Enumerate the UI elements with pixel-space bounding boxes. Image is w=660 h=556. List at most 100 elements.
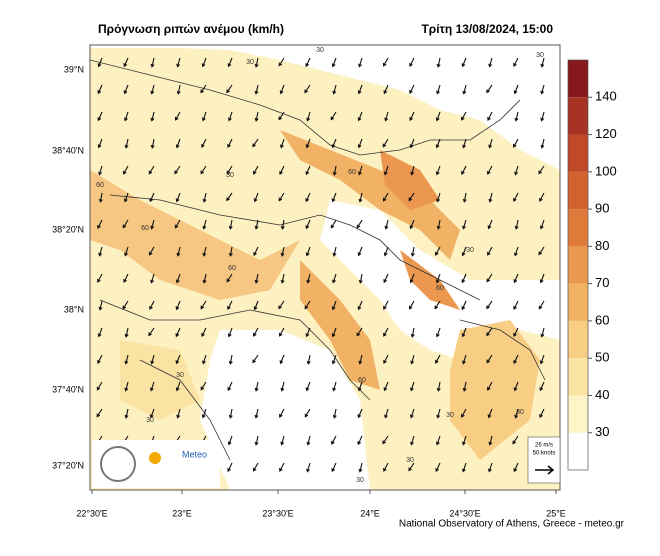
wind-arrow [150, 273, 155, 284]
wind-arrow [122, 300, 129, 310]
wind-arrow [174, 219, 181, 229]
contour-label: 60 [358, 377, 366, 384]
wind-arrow [252, 462, 259, 472]
wind-arrow [358, 354, 363, 365]
wind-arrow [514, 219, 519, 230]
wind-arrow [227, 57, 233, 68]
wind-arrow [304, 84, 311, 94]
wind-arrow [435, 165, 441, 176]
wind-arrow [488, 435, 493, 446]
wind-arrow [252, 354, 259, 364]
wind-arrow [383, 327, 389, 337]
longitude-label: 22°30'E [76, 508, 107, 518]
wind-arrow [174, 165, 181, 175]
sea [90, 45, 560, 170]
wind-arrow [486, 354, 493, 364]
wind-arrow [201, 138, 207, 148]
wind-arrow [227, 300, 233, 310]
map-datetime: Τρίτη 13/08/2024, 15:00 [421, 22, 553, 36]
wind-arrow [539, 192, 545, 202]
wind-arrow [435, 138, 441, 149]
wind-arrow [96, 381, 103, 391]
wind-arrow [97, 138, 103, 149]
wind-arrow [487, 165, 493, 175]
colorbar-segment [568, 395, 588, 433]
wind-arrow [461, 462, 467, 473]
wind-arrow [436, 381, 441, 392]
wind-arrow [434, 300, 441, 310]
colorbar-tick-label: 60 [595, 312, 609, 327]
colorbar-tick-label: 140 [595, 89, 617, 104]
wind-arrow [200, 84, 207, 94]
longitude-label: 23°30'E [262, 508, 293, 518]
wind-arrow [332, 246, 337, 257]
wind-arrow [409, 57, 415, 68]
wind-arrow [486, 84, 493, 94]
contour-label: 30 [406, 457, 414, 464]
wind-arrow [513, 354, 519, 365]
wind-arrow [148, 165, 155, 175]
wind-arrow [175, 327, 181, 338]
wind-arrow [280, 219, 285, 230]
longitude-label: 24°E [360, 508, 380, 518]
wind-arrow [175, 381, 181, 392]
wind-arrow [330, 111, 337, 121]
logo-sun [149, 452, 161, 464]
wind-arrow [408, 462, 415, 472]
wind-arrow [540, 84, 545, 95]
wind-arrow [514, 165, 519, 176]
wind-arrow [227, 327, 233, 338]
wind-arrow [408, 300, 415, 310]
wind-arrow [176, 408, 181, 419]
wind-arrow [305, 192, 311, 203]
wind-arrow [330, 219, 337, 229]
colorbar-segment [568, 209, 588, 247]
colorbar-segment [568, 283, 588, 321]
wind-arrow [409, 219, 415, 230]
wind-arrow [253, 192, 259, 203]
colorbar-segment [568, 320, 588, 359]
gust-area [380, 150, 440, 210]
wind-arrow [228, 354, 233, 365]
scale-arrow [535, 465, 555, 475]
wind-arrow [304, 300, 311, 310]
wind-arrow [383, 300, 389, 310]
wind-arrow [150, 111, 155, 122]
wind-arrow [436, 408, 441, 419]
wind-arrow [254, 408, 259, 419]
wind-arrow [252, 138, 259, 148]
wind-arrow [357, 408, 363, 419]
wind-arrow [435, 273, 441, 284]
colorbar-frame [567, 59, 589, 471]
wind-arrow [123, 192, 129, 203]
latitude-label: 38°N [64, 304, 84, 314]
wind-arrow [97, 57, 103, 68]
wind-arrow [227, 381, 233, 392]
wind-arrow [200, 165, 207, 175]
wind-arrow [462, 84, 467, 95]
wind-arrow [356, 219, 363, 229]
logo-text: Meteo [182, 449, 207, 459]
wind-arrow [331, 57, 337, 68]
contour-label: 30 [466, 247, 474, 254]
wind-arrow [201, 327, 207, 338]
wind-arrow [487, 219, 493, 230]
wind-arrow [175, 300, 181, 311]
contour-label: 60 [228, 265, 236, 272]
wind-arrow [512, 435, 519, 445]
wind-arrow [384, 111, 389, 122]
wind-arrow [382, 192, 389, 202]
wind-arrow [254, 111, 259, 122]
wind-arrow [358, 192, 363, 203]
wind-arrow [202, 246, 207, 257]
wind-arrow [305, 327, 311, 338]
wind-arrow [305, 381, 311, 392]
wind-arrow [253, 165, 259, 175]
wind-arrow [357, 381, 363, 392]
wind-arrow [306, 462, 311, 473]
wind-arrow [540, 138, 545, 149]
wind-arrow [228, 408, 233, 419]
wind-arrow [514, 408, 519, 419]
contour-label: 30 [536, 52, 544, 59]
wind-arrow [357, 84, 363, 95]
